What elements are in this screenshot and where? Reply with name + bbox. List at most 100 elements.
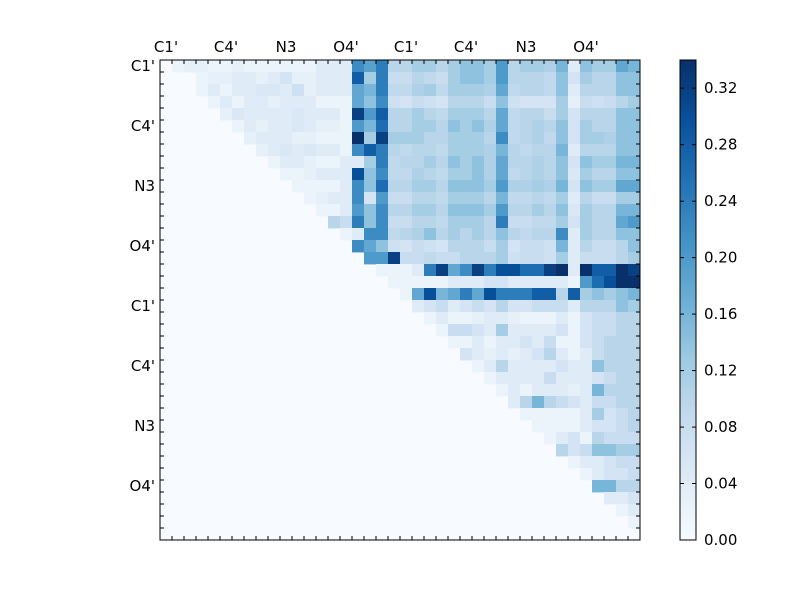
heatmap-cell — [472, 336, 485, 349]
heatmap-cell — [520, 180, 533, 193]
heatmap-cell — [436, 240, 449, 253]
heatmap-cell — [328, 180, 341, 193]
heatmap-cell — [544, 96, 557, 109]
heatmap-cell — [220, 108, 233, 121]
heatmap-cell — [604, 216, 617, 229]
heatmap-cell — [616, 504, 629, 517]
y-tick-label: O4' — [130, 237, 155, 255]
heatmap-cell — [544, 60, 557, 73]
heatmap-cell — [304, 120, 317, 133]
heatmap-cell — [628, 516, 641, 529]
heatmap-cell — [328, 72, 341, 85]
heatmap-cell — [592, 468, 605, 481]
heatmap-cell — [484, 348, 497, 361]
heatmap-cell — [448, 108, 461, 121]
heatmap-cell — [328, 156, 341, 169]
heatmap-cell — [364, 204, 377, 217]
heatmap-cell — [388, 96, 401, 109]
heatmap-cell — [544, 216, 557, 229]
heatmap-cell — [544, 396, 557, 409]
heatmap-cell — [592, 72, 605, 85]
heatmap-cell — [544, 348, 557, 361]
heatmap-cell — [544, 276, 557, 289]
heatmap-cell — [436, 156, 449, 169]
heatmap-cell — [448, 168, 461, 181]
heatmap-cell — [436, 216, 449, 229]
heatmap-cell — [460, 168, 473, 181]
heatmap-cell — [592, 396, 605, 409]
heatmap-cell — [340, 192, 353, 205]
heatmap-cell — [388, 168, 401, 181]
heatmap-cell — [460, 84, 473, 97]
colorbar-tick-label: 0.04 — [704, 475, 737, 493]
heatmap-cell — [472, 264, 485, 277]
heatmap-cell — [436, 252, 449, 265]
heatmap-cell — [472, 252, 485, 265]
heatmap-cell — [616, 372, 629, 385]
heatmap-cell — [496, 168, 509, 181]
heatmap-cell — [412, 84, 425, 97]
heatmap-cell — [568, 324, 581, 337]
heatmap-cell — [556, 228, 569, 241]
heatmap-cell — [628, 156, 641, 169]
heatmap-cell — [364, 216, 377, 229]
heatmap-cell — [568, 216, 581, 229]
heatmap-cell — [568, 240, 581, 253]
heatmap-cell — [304, 156, 317, 169]
heatmap-cell — [484, 276, 497, 289]
heatmap-cell — [484, 132, 497, 145]
heatmap-cell — [532, 72, 545, 85]
heatmap-cell — [532, 312, 545, 325]
heatmap-cell — [376, 252, 389, 265]
heatmap-cell — [460, 240, 473, 253]
heatmap-cell — [616, 60, 629, 73]
heatmap-cell — [508, 396, 521, 409]
heatmap-cell — [424, 240, 437, 253]
heatmap-cell — [628, 72, 641, 85]
heatmap-cell — [484, 288, 497, 301]
heatmap-cell — [544, 432, 557, 445]
heatmap-cell — [412, 288, 425, 301]
heatmap-cell — [532, 192, 545, 205]
heatmap-cell — [292, 180, 305, 193]
heatmap-cell — [472, 192, 485, 205]
heatmap-cell — [376, 84, 389, 97]
heatmap-cell — [256, 120, 269, 133]
heatmap-cell — [280, 72, 293, 85]
heatmap-cell — [448, 132, 461, 145]
heatmap-cell — [628, 300, 641, 313]
heatmap-cell — [556, 384, 569, 397]
heatmap-cell — [604, 132, 617, 145]
heatmap-cell — [352, 216, 365, 229]
heatmap-cell — [592, 240, 605, 253]
heatmap-cell — [496, 336, 509, 349]
heatmap-cell — [508, 180, 521, 193]
heatmap-cell — [316, 60, 329, 73]
heatmap-cell — [436, 300, 449, 313]
heatmap-cell — [520, 240, 533, 253]
heatmap-cell — [424, 288, 437, 301]
heatmap-cell — [568, 444, 581, 457]
heatmap-cell — [508, 204, 521, 217]
heatmap-cell — [520, 96, 533, 109]
heatmap-cell — [580, 180, 593, 193]
heatmap-cell — [484, 204, 497, 217]
heatmap-cell — [520, 264, 533, 277]
heatmap-cell — [568, 192, 581, 205]
heatmap-cell — [352, 156, 365, 169]
heatmap-cell — [328, 108, 341, 121]
heatmap-cell — [448, 84, 461, 97]
heatmap-cell — [328, 132, 341, 145]
heatmap-cell — [592, 168, 605, 181]
heatmap-cell — [532, 372, 545, 385]
heatmap-cell — [388, 276, 401, 289]
heatmap-cell — [556, 180, 569, 193]
heatmap-cell — [532, 60, 545, 73]
heatmap-cell — [340, 108, 353, 121]
heatmap-cell — [472, 72, 485, 85]
heatmap-cell — [412, 276, 425, 289]
heatmap-cell — [388, 156, 401, 169]
heatmap-cell — [436, 60, 449, 73]
heatmap-cell — [544, 84, 557, 97]
heatmap-cell — [532, 360, 545, 373]
